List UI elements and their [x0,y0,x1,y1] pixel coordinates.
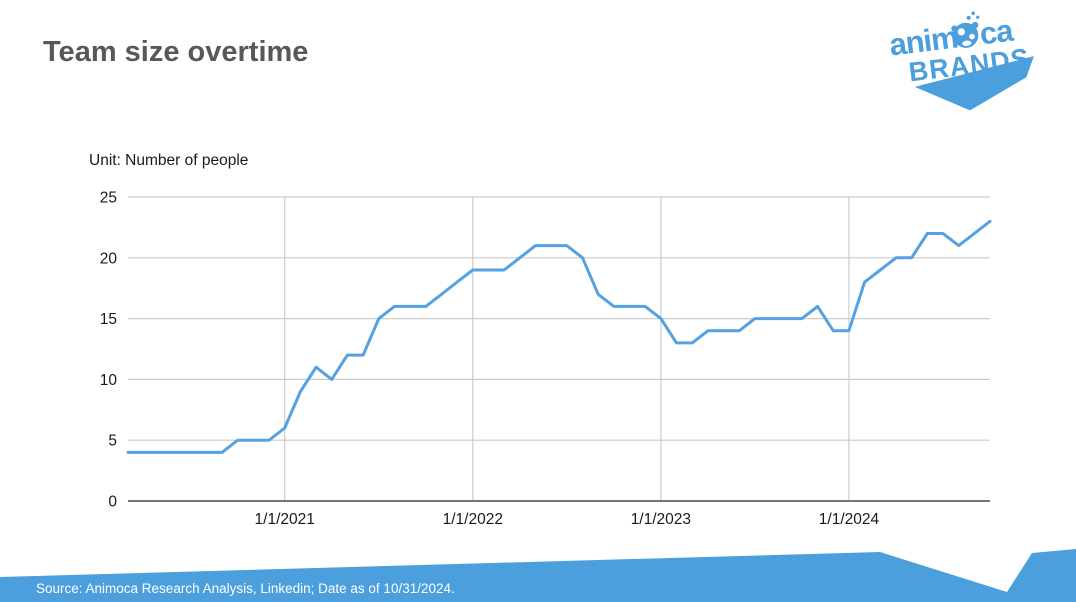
x-axis-tick-labels: 1/1/2021 1/1/2022 1/1/2023 1/1/2024 [255,511,880,528]
animoca-brands-logo: anim ca BRANDS [887,11,1034,111]
svg-text:20: 20 [100,250,118,267]
y-gridlines [128,196,990,441]
page-title: Team size overtime [43,36,309,68]
svg-text:0: 0 [108,494,117,511]
logo-group: anim ca BRANDS [887,11,1034,111]
svg-text:10: 10 [100,372,118,389]
logo-word-anim: anim [887,19,959,62]
svg-text:1/1/2021: 1/1/2021 [255,511,315,528]
footer-banner [0,549,1076,602]
footer-banner-shape [0,549,1076,602]
x-gridlines [284,197,850,501]
logo-word-ca: ca [978,13,1016,52]
series-line [126,219,992,454]
svg-text:25: 25 [100,190,117,207]
y-axis-tick-labels: 0 5 10 15 20 25 [100,190,118,511]
svg-text:1/1/2022: 1/1/2022 [443,511,503,528]
svg-text:1/1/2024: 1/1/2024 [819,511,880,528]
svg-text:1/1/2023: 1/1/2023 [631,511,691,528]
svg-text:5: 5 [108,433,117,450]
source-note: Source: Animoca Research Analysis, Linke… [36,581,455,596]
logo-flag-shape [914,56,1034,111]
svg-text:15: 15 [100,311,117,328]
chart-unit-label: Unit: Number of people [89,152,249,169]
cow-icon [951,11,980,48]
